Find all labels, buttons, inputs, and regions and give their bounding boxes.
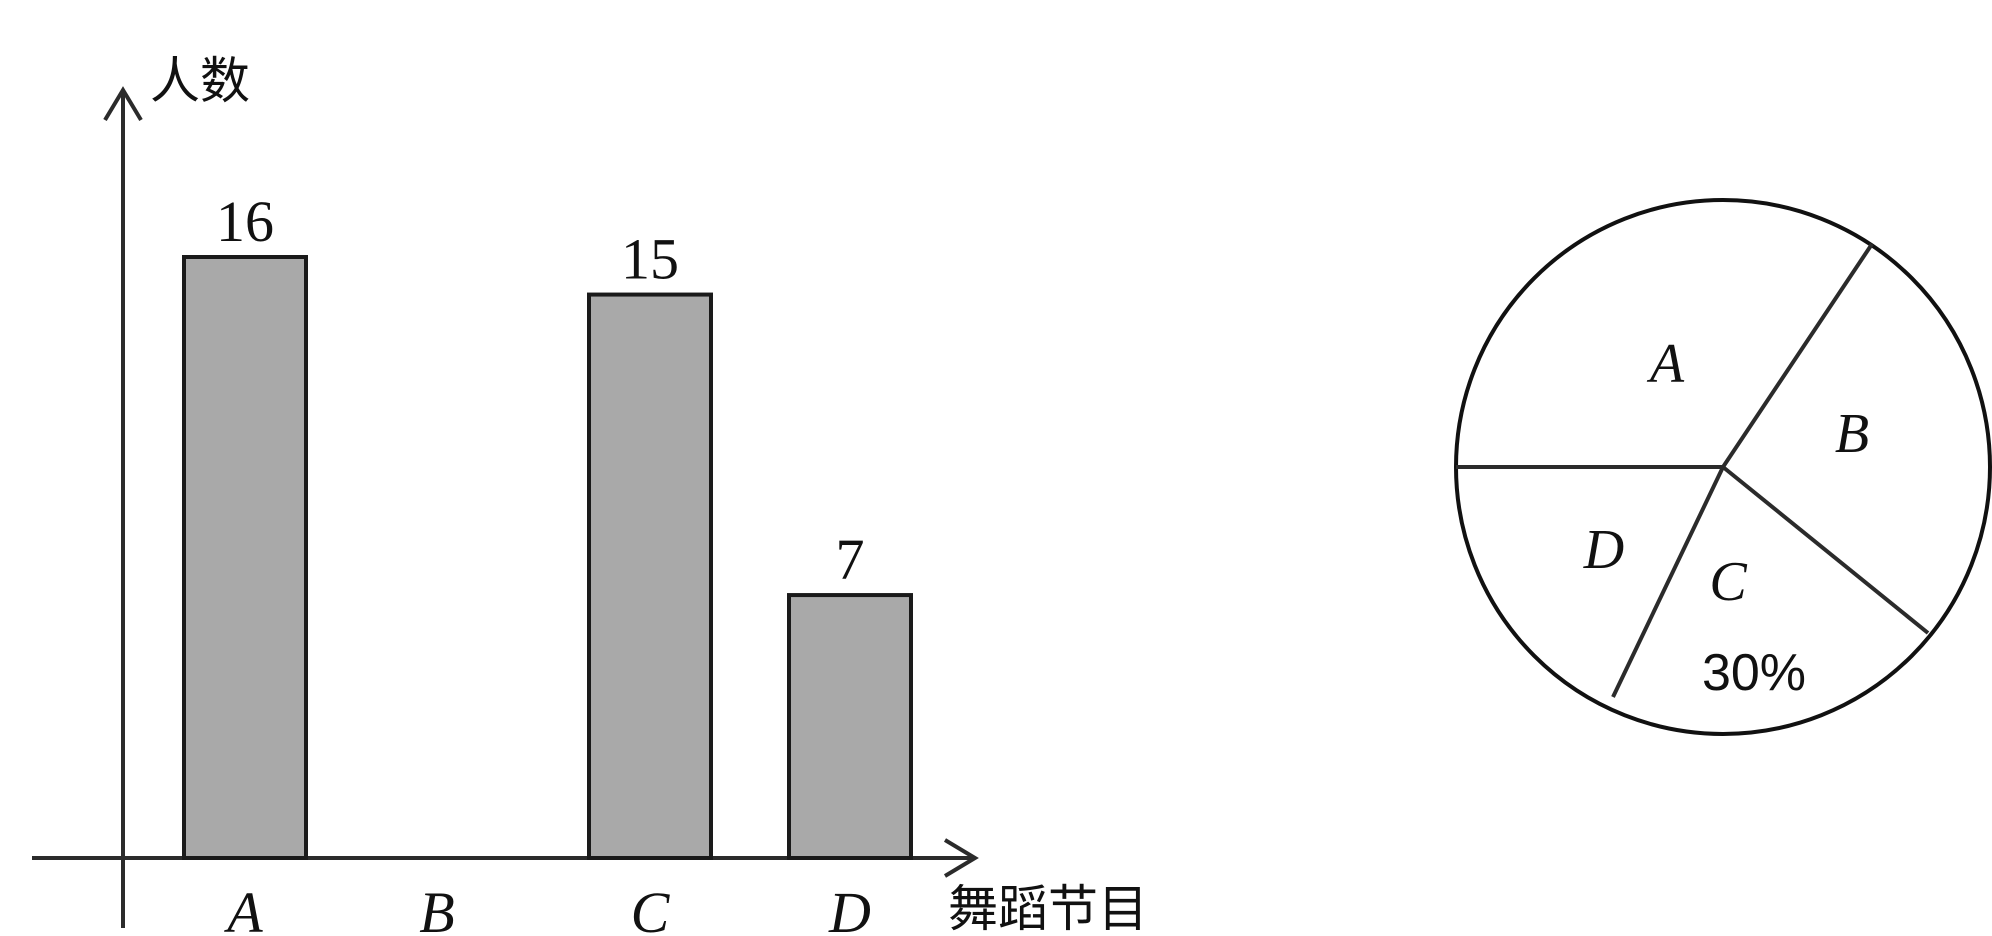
bar-C <box>587 292 713 860</box>
bar-value-label-A: 16 <box>216 189 274 254</box>
pie-divider-a-b <box>1721 242 1874 469</box>
pie-slice-label-D: D <box>1583 519 1624 581</box>
y-axis-arrow <box>103 86 143 122</box>
x-axis-title: 舞蹈节目 <box>948 880 1148 936</box>
bars: 16 A B 15 C 7 D <box>182 189 913 936</box>
x-tick-label-D: D <box>828 880 871 936</box>
x-axis-arrow <box>943 838 979 878</box>
pie-divider-c-d <box>1611 466 1725 698</box>
bar-chart: 人数 舞蹈节目 16 A B 15 C 7 D <box>32 52 1148 936</box>
pie-slice-label-B: B <box>1835 403 1869 465</box>
bar-A <box>182 255 308 860</box>
pie-slice-label-C: C <box>1709 551 1747 613</box>
pie-labels: A B C 30% D <box>1583 333 1869 702</box>
pie-divider-b-c <box>1721 465 1930 635</box>
y-axis-title: 人数 <box>150 52 250 110</box>
pie-slice-label-A: A <box>1646 333 1685 395</box>
pie-slice-percent-C: 30% <box>1702 644 1806 702</box>
x-tick-label-A: A <box>223 880 263 936</box>
x-tick-label-C: C <box>631 880 671 936</box>
x-tick-label-B: B <box>419 880 454 936</box>
bar-value-label-D: 7 <box>836 527 865 592</box>
bar-D <box>787 593 913 860</box>
pie-chart: A B C 30% D <box>1454 198 1992 736</box>
bar-value-label-C: 15 <box>621 227 679 292</box>
